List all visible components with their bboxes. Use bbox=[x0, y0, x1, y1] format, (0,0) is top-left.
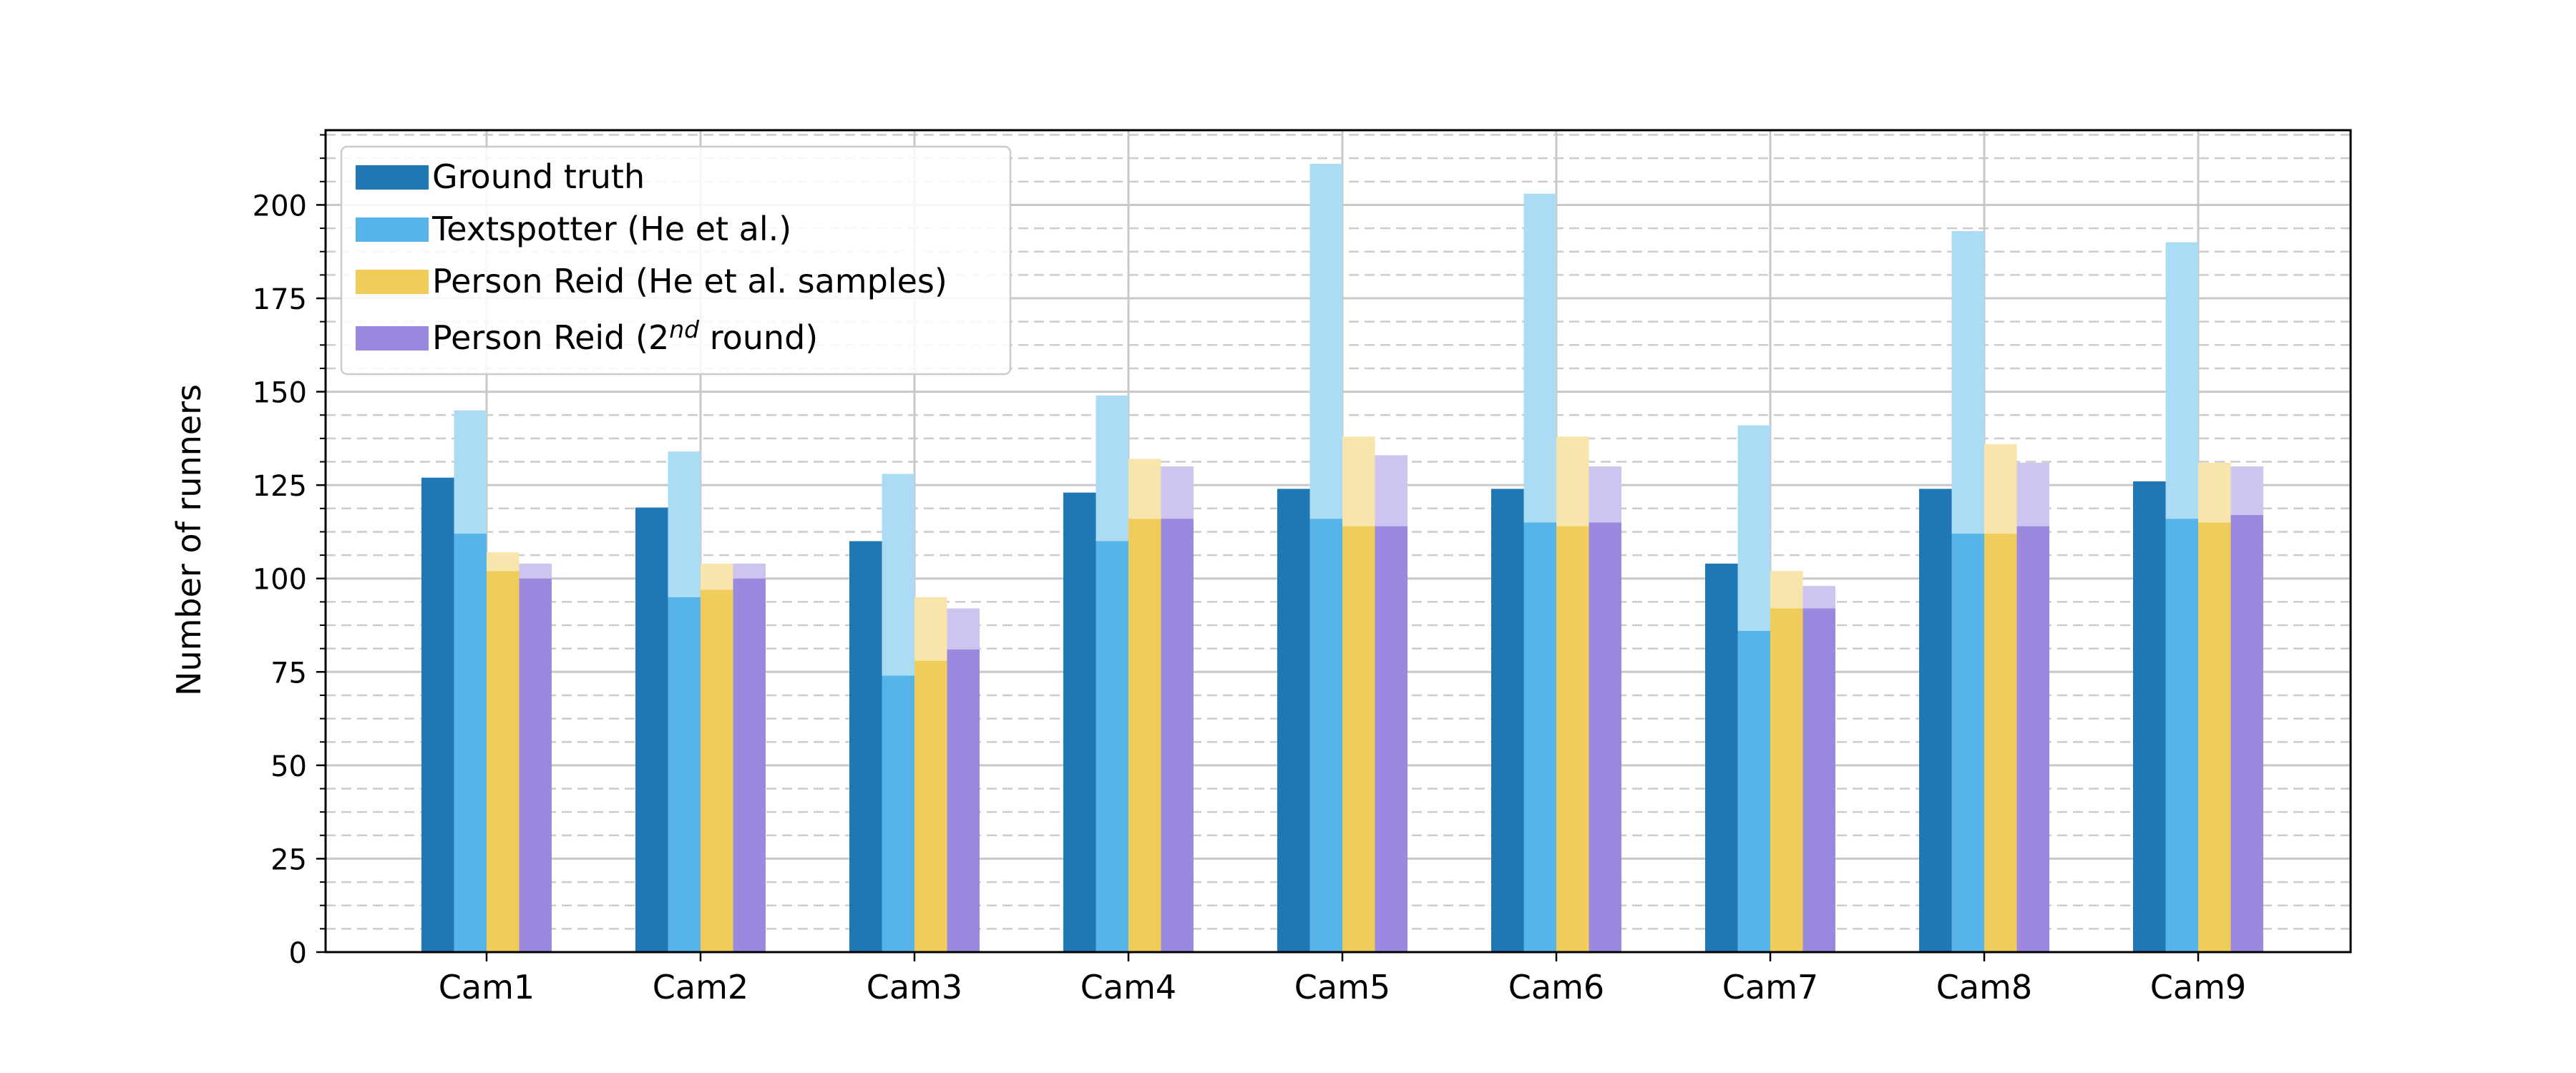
bar-total-2 bbox=[1309, 164, 1342, 519]
bar-total-4 bbox=[1802, 586, 1835, 609]
bar-value-1 bbox=[1491, 489, 1524, 952]
bar-value-2 bbox=[2165, 519, 2198, 952]
bar-total-2 bbox=[1523, 193, 1556, 523]
bar-total-4 bbox=[519, 563, 552, 579]
bar-value-4 bbox=[1375, 526, 1407, 952]
bar-value-3 bbox=[701, 589, 733, 952]
x-axis: Cam1 Cam2 Cam3 Cam4 Cam5 Cam6 Cam7 Cam8 Cam9 bbox=[439, 952, 2246, 1006]
bar-total-4 bbox=[733, 563, 766, 579]
bar-value-4 bbox=[733, 578, 766, 952]
bar-total-2 bbox=[882, 474, 914, 676]
bar-value-2 bbox=[1523, 522, 1556, 952]
y-tick-label: 100 bbox=[253, 564, 307, 597]
x-tick-label: Cam2 bbox=[653, 968, 748, 1006]
legend-swatch bbox=[356, 217, 429, 242]
bar-total-3 bbox=[1556, 436, 1589, 526]
bar-total-3 bbox=[1770, 571, 1803, 609]
bar-total-2 bbox=[454, 410, 487, 534]
bar-total-4 bbox=[1375, 455, 1407, 526]
legend-label: Ground truth bbox=[432, 157, 645, 196]
plot-frame bbox=[324, 129, 2352, 954]
legend-swatch bbox=[356, 270, 429, 294]
bar-value-1 bbox=[1063, 492, 1096, 952]
bar-total-2 bbox=[1951, 231, 1984, 534]
y-tick-label: 75 bbox=[270, 657, 307, 690]
bar-total-3 bbox=[487, 552, 519, 572]
x-tick-label: Cam7 bbox=[1722, 968, 1818, 1006]
bar-value-4 bbox=[1589, 522, 1621, 952]
bar-value-1 bbox=[1705, 563, 1738, 952]
bar-total-4 bbox=[1589, 466, 1621, 523]
bar-total-3 bbox=[2198, 462, 2231, 523]
x-tick-label: Cam6 bbox=[1508, 968, 1604, 1006]
bar-total-3 bbox=[1128, 459, 1161, 519]
bars-layer bbox=[421, 164, 2263, 952]
legend-label: Person Reid (He et al. samples) bbox=[432, 262, 947, 300]
bar-total-3 bbox=[1984, 444, 2017, 534]
bar-value-1 bbox=[1277, 489, 1310, 952]
x-tick-label: Cam1 bbox=[439, 968, 535, 1006]
bar-total-4 bbox=[2016, 462, 2049, 526]
y-tick-label: 125 bbox=[253, 470, 307, 503]
bar-value-2 bbox=[882, 675, 914, 952]
bar-value-4 bbox=[2016, 526, 2049, 952]
bar-value-1 bbox=[2133, 481, 2166, 952]
legend-label: Person Reid (2nd round) bbox=[432, 315, 818, 357]
y-tick-label: 25 bbox=[270, 843, 307, 876]
bar-value-1 bbox=[1919, 489, 1952, 952]
bar-total-4 bbox=[1161, 466, 1194, 519]
bar-value-3 bbox=[1128, 519, 1161, 952]
bar-total-3 bbox=[1342, 436, 1375, 526]
bar-value-3 bbox=[1984, 534, 2017, 952]
bar-value-2 bbox=[1737, 630, 1770, 952]
y-axis-title: Number of runners bbox=[170, 384, 208, 696]
bar-value-3 bbox=[914, 660, 947, 952]
bar-value-3 bbox=[1770, 608, 1803, 952]
x-tick-label: Cam5 bbox=[1294, 968, 1390, 1006]
bar-total-2 bbox=[1737, 425, 1770, 631]
bar-value-4 bbox=[1802, 608, 1835, 952]
x-tick-label: Cam9 bbox=[2150, 968, 2246, 1006]
bar-value-4 bbox=[2230, 514, 2263, 952]
bar-value-1 bbox=[849, 541, 882, 952]
legend: Ground truth Textspotter (He et al.) Perso… bbox=[340, 145, 1012, 376]
x-tick-label: Cam8 bbox=[1936, 968, 2032, 1006]
y-tick-label: 175 bbox=[253, 283, 307, 316]
legend-swatch bbox=[356, 165, 429, 190]
bar-value-4 bbox=[1161, 519, 1194, 952]
x-tick-label: Cam3 bbox=[867, 968, 962, 1006]
y-tick-label: 50 bbox=[270, 750, 307, 783]
bar-value-2 bbox=[668, 597, 701, 952]
y-tick-label: 200 bbox=[253, 190, 307, 222]
bar-value-1 bbox=[421, 477, 454, 952]
bar-value-4 bbox=[947, 649, 980, 952]
bar-value-3 bbox=[1342, 526, 1375, 952]
bar-total-2 bbox=[2165, 242, 2198, 519]
bar-value-3 bbox=[487, 571, 519, 952]
bar-total-3 bbox=[701, 563, 733, 590]
bar-total-2 bbox=[668, 451, 701, 597]
bar-total-4 bbox=[947, 608, 980, 650]
bar-total-4 bbox=[2230, 466, 2263, 515]
bar-value-2 bbox=[1309, 519, 1342, 952]
x-tick-label: Cam4 bbox=[1080, 968, 1176, 1006]
bar-value-3 bbox=[2198, 522, 2231, 952]
y-axis: 0 25 50 75 100 125 150 175 200 bbox=[253, 134, 326, 970]
bar-value-3 bbox=[1556, 526, 1589, 952]
bar-value-4 bbox=[519, 578, 552, 952]
bar-value-1 bbox=[635, 507, 668, 952]
legend-label: Textspotter (He et al.) bbox=[431, 210, 791, 248]
legend-swatch bbox=[356, 326, 429, 351]
bar-value-2 bbox=[1096, 541, 1128, 952]
bar-total-3 bbox=[914, 597, 947, 661]
bar-value-2 bbox=[1951, 534, 1984, 952]
bar-total-2 bbox=[1096, 395, 1128, 542]
y-tick-label: 150 bbox=[253, 377, 307, 410]
legend-box bbox=[340, 145, 1012, 376]
y-tick-label: 0 bbox=[289, 937, 307, 970]
bar-value-2 bbox=[454, 534, 487, 952]
